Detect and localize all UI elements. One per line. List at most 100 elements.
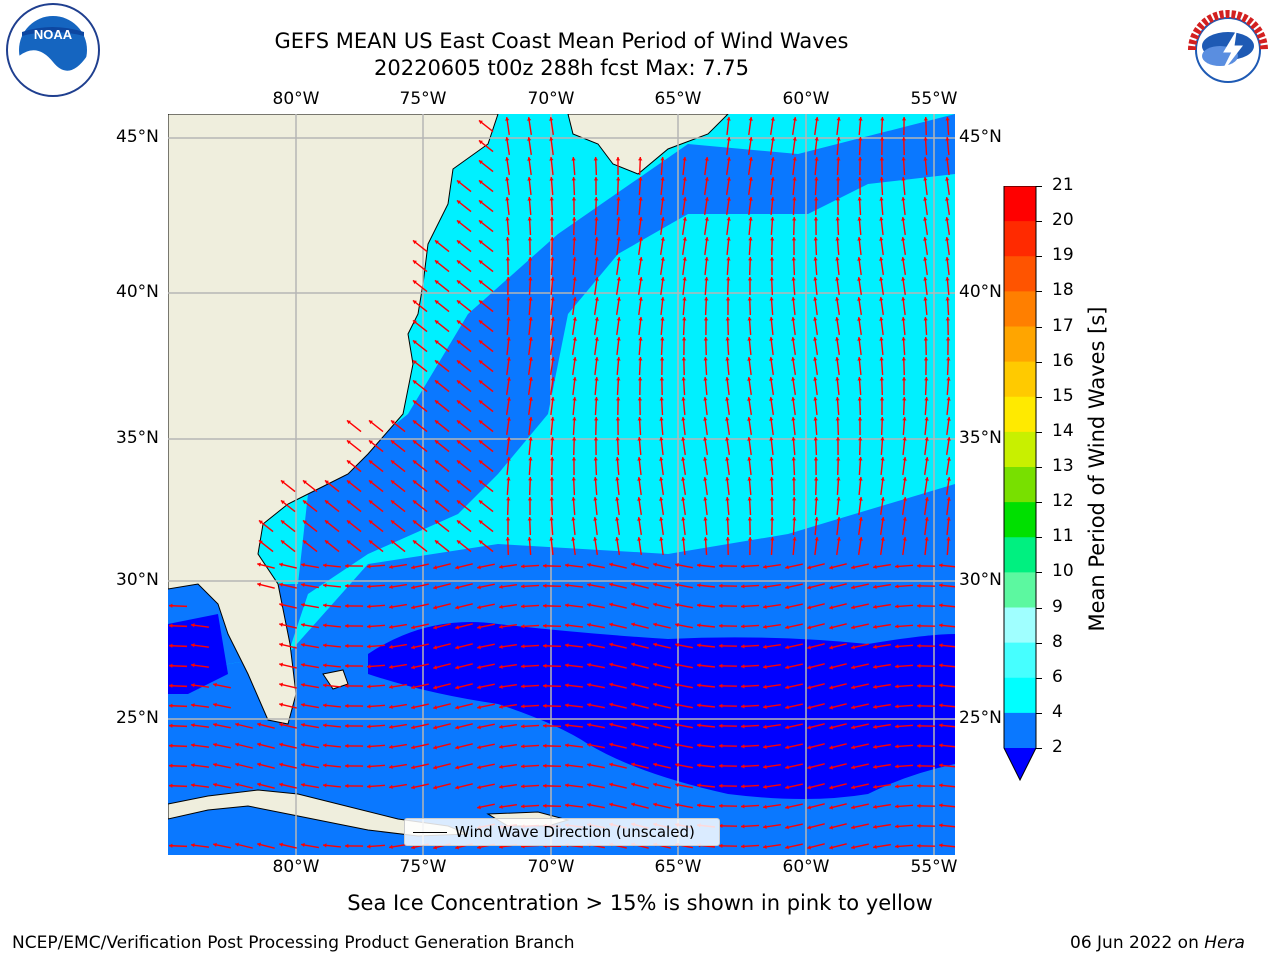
wind-wave-arrowhead [411,845,415,850]
colorbar-segment [1004,677,1036,714]
wind-wave-arrowhead [829,565,834,570]
wind-wave-arrowhead [858,477,863,481]
wind-wave-arrowhead [478,400,483,405]
wind-wave-arrowhead [807,625,812,630]
legend-label: Wind Wave Direction (unscaled) [455,823,695,841]
wind-wave-arrowhead [675,602,679,608]
wind-wave-arrowhead [346,500,351,505]
wind-wave-arrowhead [631,782,636,787]
wind-wave-arrowhead [851,585,855,590]
wind-wave-arrowhead [879,217,884,221]
footer-branch: NCEP/EMC/Verification Post Processing Pr… [12,933,575,953]
wind-wave-arrowhead [638,157,643,161]
wind-wave-arrowhead [829,825,834,830]
wind-wave-arrowhead [653,742,658,747]
wind-wave-arrowhead [813,217,819,221]
wind-wave-arrowhead [785,805,789,810]
wind-wave-arrowhead [456,340,461,345]
wind-wave-arrowhead [747,337,752,341]
wind-wave-arrowhead [703,397,708,401]
wind-wave-arrowhead [594,337,599,341]
wind-wave-arrowhead [456,320,461,325]
colorbar-tick-label: 20 [1052,210,1074,231]
wind-wave-arrowhead [858,437,863,441]
wind-wave-arrowhead [763,684,767,689]
wind-wave-arrowhead [719,783,723,789]
wind-wave-arrowhead [939,703,943,708]
wind-wave-arrowhead [829,605,834,610]
wind-wave-arrowhead [792,137,797,141]
wind-wave-arrowhead [857,417,863,421]
colorbar-segment [1004,221,1036,257]
wind-wave-arrowhead [324,520,329,525]
colorbar-label: Mean Period of Wind Waves [s] [1085,306,1109,632]
colorbar-tick-mark [1036,431,1042,433]
wind-wave-arrowhead [719,703,723,709]
colorbar-segment [1004,572,1036,608]
wind-wave-arrowhead [615,457,620,461]
wind-wave-arrowhead [631,762,636,767]
wind-wave-arrowhead [659,497,664,501]
wind-wave-arrowhead [433,585,438,590]
colorbar-tick-mark [1036,572,1042,574]
wind-wave-arrowhead [213,742,217,748]
wind-wave-arrowhead [675,702,679,708]
wind-wave-arrowhead [637,497,642,501]
wind-wave-arrowhead [323,723,327,728]
wind-wave-arrowhead [367,684,371,689]
wind-wave-arrowhead [631,602,636,607]
wind-wave-arrowhead [572,277,577,281]
wind-wave-arrowhead [505,137,510,141]
lat-label-right: 45°N [959,127,1002,147]
wind-wave-arrowhead [719,583,723,589]
wind-wave-arrowhead [653,622,658,627]
wind-wave-arrowhead [434,320,439,325]
colorbar-segment [1004,431,1036,468]
wind-wave-arrowhead [681,337,687,341]
wind-wave-arrowhead [741,604,745,609]
wind-wave-arrowhead [638,197,643,201]
wind-wave-arrowhead [572,237,577,241]
wind-wave-arrowhead [434,540,439,545]
wind-wave-arrowhead [505,517,511,521]
wind-wave-arrowhead [769,437,774,441]
wind-wave-arrowhead [763,584,767,589]
wind-wave-arrowhead [565,783,569,788]
wind-wave-arrowhead [725,497,730,501]
wind-wave-arrowhead [895,704,899,709]
wind-wave-arrowhead [594,197,599,201]
wind-wave-arrowhead [917,603,921,609]
wind-wave-arrowhead [704,257,709,261]
wind-wave-arrowhead [769,517,775,521]
wind-wave-arrowhead [807,765,812,770]
wind-wave-arrowhead [725,537,731,541]
wind-wave-arrowhead [412,460,417,465]
wind-wave-arrowhead [719,603,723,609]
wind-wave-arrowhead [945,217,950,221]
wind-wave-arrowhead [747,397,752,401]
wind-wave-arrowhead [543,763,547,768]
wind-wave-arrowhead [565,703,569,708]
wind-wave-arrowhead [528,357,533,361]
wind-wave-arrowhead [873,624,877,629]
wind-wave-arrowhead [901,117,907,121]
wind-wave-arrowhead [389,584,393,590]
wind-wave-arrowhead [682,217,687,221]
wind-wave-arrowhead [945,257,950,261]
wind-wave-arrowhead [813,337,818,341]
lat-label-right: 25°N [959,708,1002,728]
wind-wave-arrowhead [873,664,877,669]
wind-wave-arrowhead [543,723,547,728]
wind-wave-arrowhead [703,317,709,321]
wind-wave-arrowhead [791,277,796,281]
wind-wave-arrowhead [835,437,841,441]
wind-wave-arrowhead [549,217,555,221]
wind-wave-arrowhead [345,623,349,629]
wind-wave-arrowhead [593,537,598,541]
colorbar-tick-label: 16 [1052,350,1074,371]
wind-wave-arrowhead [880,437,885,441]
wind-wave-arrowhead [367,724,371,729]
wind-wave-arrowhead [593,457,598,461]
wind-wave-arrowhead [478,460,483,465]
wind-wave-arrowhead [455,565,460,570]
